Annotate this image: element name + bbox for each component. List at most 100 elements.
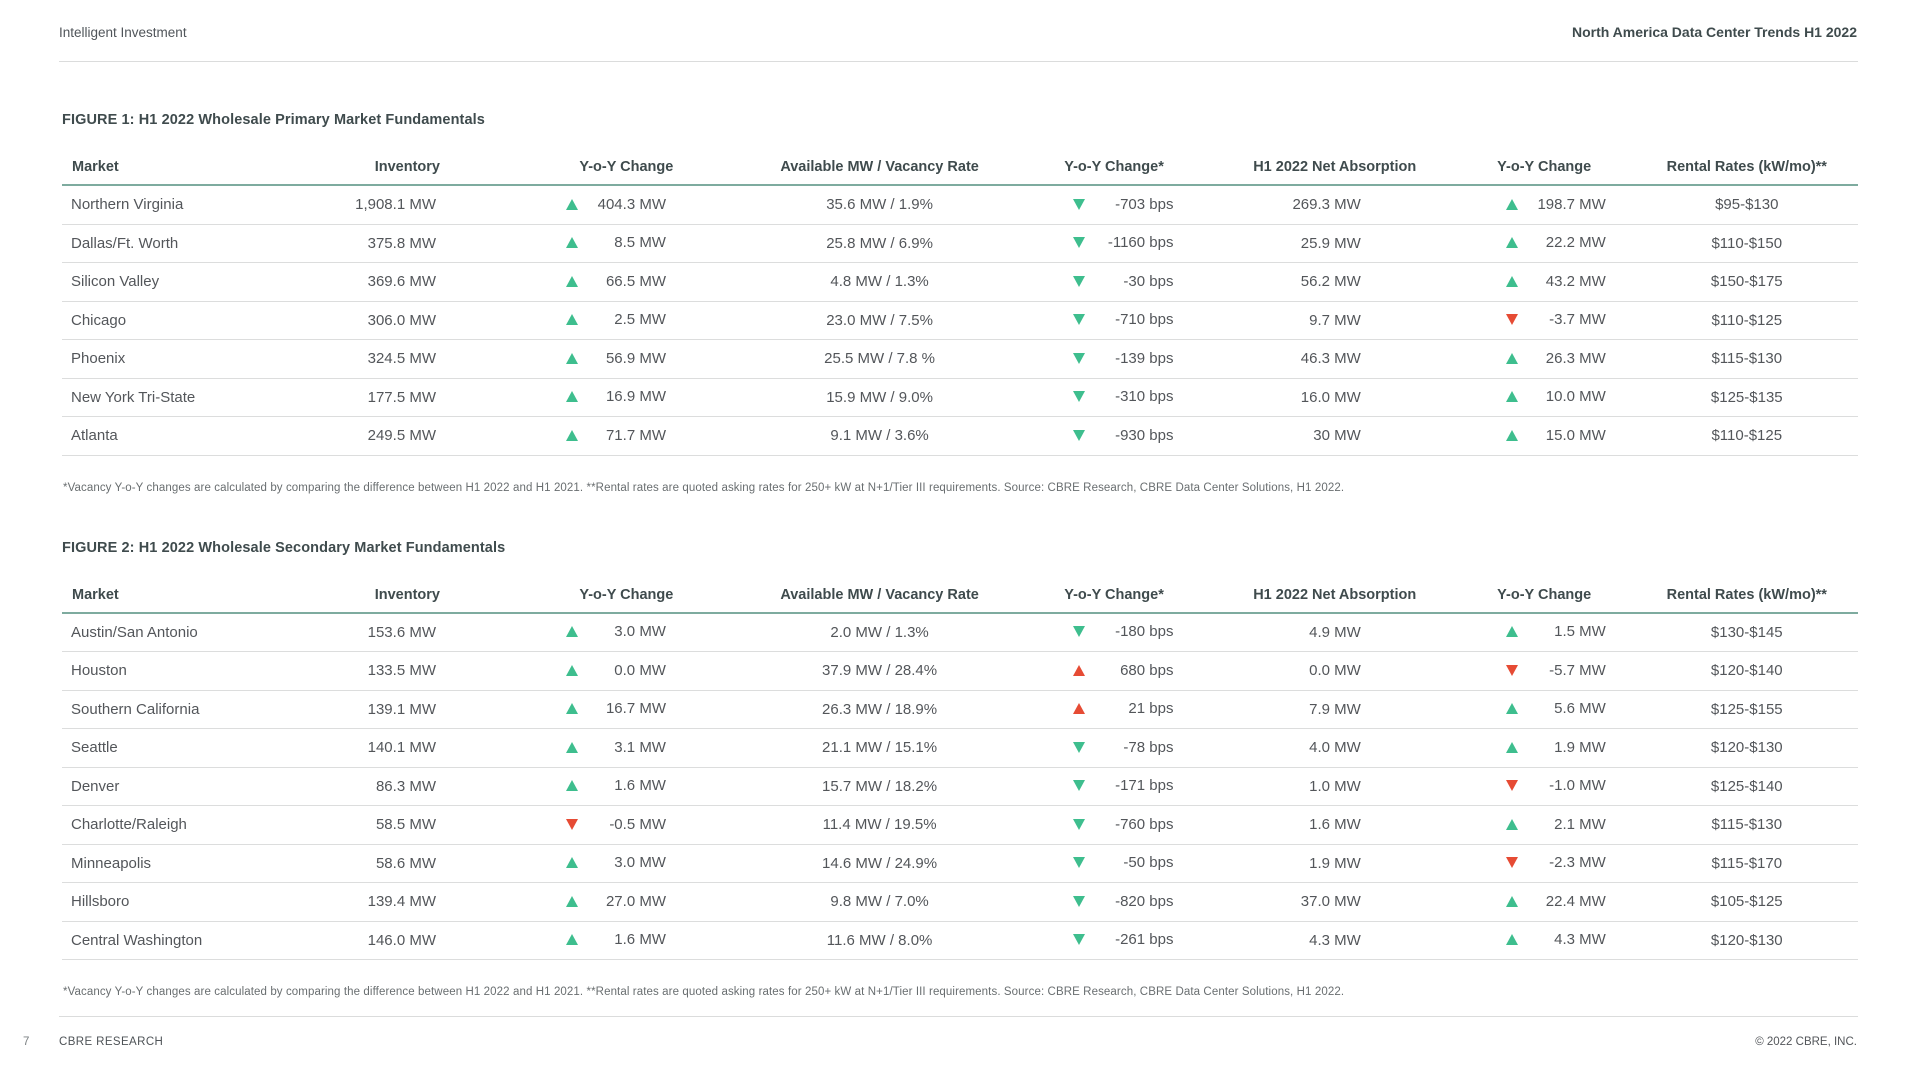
inventory-cell: 153.6 MW (367, 623, 436, 641)
vacancy-change-cell: -78 bps (1011, 729, 1216, 768)
yoy-change-indicator: -3.7 MW (1505, 311, 1606, 328)
yoy-change-indicator: 1.6 MW (565, 777, 666, 794)
yoy-change-indicator: 66.5 MW (565, 272, 666, 290)
column-header-inventory: Inventory (374, 586, 440, 603)
inventory-cell: 86.3 MW (375, 777, 436, 795)
triangle-up-icon (565, 857, 578, 869)
inventory-change-cell: 1.6 MW (453, 921, 748, 960)
figure-1-title: FIGURE 1: H1 2022 Wholesale Primary Mark… (62, 112, 485, 128)
triangle-down-icon (565, 818, 578, 830)
triangle-up-icon (1505, 198, 1518, 210)
footer-divider (59, 1016, 1858, 1017)
column-header-avail: Available MW / Vacancy Rate (780, 586, 979, 603)
table-row: Dallas/Ft. Worth 375.8 MW 8.5 MW 25.8 MW / … (62, 224, 1858, 263)
rental-rates-cell: $115-$130 (1711, 816, 1783, 834)
yoy-change-indicator: 22.4 MW (1505, 893, 1606, 910)
absorption-change-cell: 1.9 MW (1453, 729, 1636, 768)
available-vacancy-cell: 35.6 MW / 1.9% (826, 196, 933, 214)
report-title: North America Data Center Trends H1 2022 (1571, 24, 1857, 40)
absorption-change-cell: 43.2 MW (1453, 263, 1636, 302)
vacancy-change-cell: -1160 bps (1011, 224, 1216, 263)
change-value: -2.3 MW (1549, 854, 1606, 872)
net-absorption-cell: 1.9 MW (1309, 854, 1361, 872)
change-value: 5.6 MW (1554, 700, 1606, 718)
inventory-cell: 375.8 MW (367, 234, 436, 252)
market-cell: Houston (71, 662, 127, 680)
change-value: -261 bps (1115, 931, 1174, 949)
triangle-down-icon (1505, 857, 1518, 869)
absorption-change-cell: -3.7 MW (1453, 301, 1636, 340)
change-value: -0.5 MW (609, 815, 666, 833)
change-value: -1160 bps (1107, 234, 1174, 252)
change-value: 2.5 MW (614, 311, 666, 329)
market-cell: Phoenix (71, 350, 126, 368)
change-value: 16.7 MW (605, 700, 666, 718)
change-value: 26.3 MW (1545, 349, 1606, 367)
net-absorption-cell: 1.0 MW (1309, 777, 1361, 795)
rental-rates-cell: $95-$130 (1715, 196, 1779, 214)
triangle-down-icon (1073, 857, 1086, 869)
triangle-up-icon (1505, 429, 1518, 441)
table-row: Central Washington 146.0 MW 1.6 MW 11.6 MW … (62, 921, 1858, 960)
market-cell: Denver (71, 777, 120, 795)
change-value: -171 bps (1115, 777, 1174, 795)
table-row: Austin/San Antonio 153.6 MW 3.0 MW 2.0 MW /… (62, 613, 1858, 652)
triangle-down-icon (1073, 780, 1086, 792)
net-absorption-cell: 37.0 MW (1300, 893, 1361, 911)
change-value: 66.5 MW (605, 272, 666, 290)
triangle-up-icon (565, 626, 578, 638)
vacancy-change-cell: -310 bps (1011, 378, 1216, 417)
inventory-change-cell: 1.6 MW (453, 767, 748, 806)
change-value: 10.0 MW (1545, 388, 1606, 406)
inventory-cell: 306.0 MW (367, 311, 436, 329)
absorption-change-cell: 2.1 MW (1453, 806, 1636, 845)
yoy-change-indicator: -710 bps (1073, 311, 1173, 328)
market-cell: Charlotte/Raleigh (71, 816, 187, 834)
column-header-rates: Rental Rates (kW/mo)** (1666, 586, 1827, 603)
change-value: -50 bps (1123, 854, 1174, 872)
market-cell: Chicago (71, 311, 127, 329)
triangle-down-icon (1505, 780, 1518, 792)
vacancy-change-cell: -180 bps (1011, 613, 1216, 652)
yoy-change-indicator: -180 bps (1073, 623, 1173, 640)
yoy-change-indicator: -78 bps (1073, 739, 1173, 756)
available-vacancy-cell: 11.4 MW / 19.5% (822, 816, 937, 834)
net-absorption-cell: 46.3 MW (1300, 350, 1361, 368)
triangle-up-icon (1505, 741, 1518, 753)
triangle-up-icon (565, 275, 578, 287)
triangle-up-icon (1505, 818, 1518, 830)
footer-copyright: © 2022 CBRE, INC. (1755, 1036, 1857, 1048)
change-value: -310 bps (1115, 388, 1174, 406)
net-absorption-cell: 4.0 MW (1309, 739, 1361, 757)
triangle-down-icon (1073, 198, 1086, 210)
inventory-cell: 133.5 MW (367, 662, 436, 680)
inventory-change-cell: 56.9 MW (453, 340, 748, 379)
net-absorption-cell: 56.2 MW (1300, 273, 1361, 291)
absorption-change-cell: 26.3 MW (1453, 340, 1636, 379)
triangle-down-icon (1073, 429, 1086, 441)
column-header-abs_change: Y-o-Y Change (1497, 586, 1592, 603)
yoy-change-indicator: 71.7 MW (565, 427, 666, 444)
page-content: FIGURE 1: H1 2022 Wholesale Primary Mark… (62, 112, 1858, 998)
yoy-change-indicator: 26.3 MW (1505, 349, 1606, 367)
rental-rates-cell: $110-$125 (1711, 311, 1783, 329)
net-absorption-cell: 269.3 MW (1292, 196, 1361, 214)
vacancy-change-cell: -50 bps (1011, 844, 1216, 883)
column-header-rates: Rental Rates (kW/mo)** (1666, 159, 1827, 175)
change-value: -180 bps (1115, 623, 1174, 641)
change-value: 56.9 MW (605, 349, 666, 367)
vacancy-change-cell: -703 bps (1011, 185, 1216, 224)
yoy-change-indicator: -5.7 MW (1505, 662, 1606, 679)
yoy-change-indicator: -1160 bps (1073, 234, 1173, 251)
triangle-up-icon (565, 780, 578, 792)
yoy-change-indicator: 27.0 MW (565, 893, 666, 910)
rental-rates-cell: $105-$125 (1710, 893, 1783, 911)
table-row: Northern Virginia 1,908.1 MW 404.3 MW 35.6 … (62, 185, 1858, 224)
inventory-cell: 58.5 MW (375, 816, 436, 834)
change-value: -78 bps (1123, 738, 1174, 756)
available-vacancy-cell: 11.6 MW / 8.0% (826, 931, 933, 949)
market-cell: Central Washington (71, 931, 203, 949)
table-row: Houston 133.5 MW 0.0 MW 37.9 MW / 28.4% 680 … (62, 652, 1858, 690)
market-cell: Southern California (71, 700, 200, 718)
